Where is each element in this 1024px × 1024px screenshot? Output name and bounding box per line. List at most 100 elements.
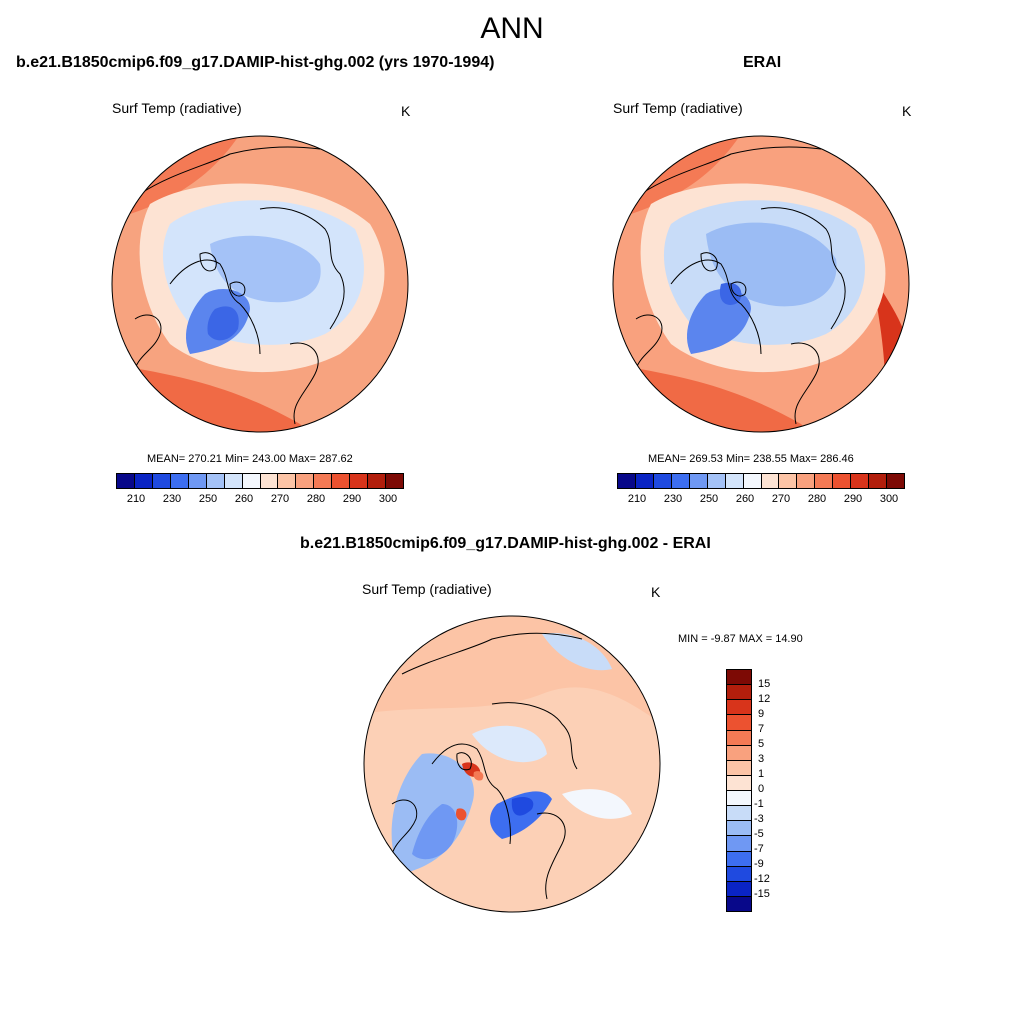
tick-label: 230	[663, 493, 683, 505]
variable-label-diff: Surf Temp (radiative)	[362, 581, 492, 597]
colorbar-swatch	[260, 474, 279, 488]
polar-map-obs	[612, 135, 910, 433]
polar-map-model	[111, 135, 409, 433]
units-label-model: K	[401, 103, 411, 119]
tick-label: 260	[735, 493, 755, 505]
variable-label-model: Surf Temp (radiative)	[112, 100, 242, 116]
panel-title-obs: ERAI	[743, 54, 782, 71]
tick-label: 290	[342, 493, 362, 505]
colorbar-swatch	[278, 474, 297, 488]
colorbar-ticks-diff: 15 12 9 7 5 3 1 0 -1 -3 -5 -7 -9 -12 -15	[754, 669, 798, 910]
tick-label: 210	[126, 493, 146, 505]
colorbar-swatch	[727, 745, 751, 761]
panel-title-diff: b.e21.B1850cmip6.f09_g17.DAMIP-hist-ghg.…	[300, 535, 711, 552]
colorbar-swatch	[727, 806, 751, 822]
colorbar-swatch	[761, 474, 780, 488]
colorbar-swatch	[117, 474, 135, 488]
colorbar-swatch	[833, 474, 852, 488]
colorbar-swatch	[134, 474, 153, 488]
colorbar-swatch	[725, 474, 744, 488]
colorbar-swatch	[707, 474, 726, 488]
tick-label: -7	[754, 843, 764, 855]
tick-label: 290	[843, 493, 863, 505]
colorbar-obs	[617, 473, 905, 489]
colorbar-swatch	[727, 896, 751, 911]
colorbar-swatch	[206, 474, 225, 488]
colorbar-swatch	[727, 791, 751, 807]
tick-label: 250	[198, 493, 218, 505]
tick-label: 230	[162, 493, 182, 505]
tick-label: 280	[306, 493, 326, 505]
tick-label: -5	[754, 828, 764, 840]
variable-label-obs: Surf Temp (radiative)	[613, 100, 743, 116]
colorbar-swatch	[727, 700, 751, 716]
panel-title-model: b.e21.B1850cmip6.f09_g17.DAMIP-hist-ghg.…	[16, 54, 495, 71]
tick-label: 210	[627, 493, 647, 505]
colorbar-swatch	[727, 730, 751, 746]
units-label-obs: K	[902, 103, 912, 119]
tick-label: 5	[758, 738, 765, 750]
colorbar-swatch	[815, 474, 834, 488]
colorbar-swatch	[296, 474, 315, 488]
page-title: ANN	[480, 12, 544, 45]
colorbar-swatch	[314, 474, 333, 488]
tick-label: -9	[754, 858, 764, 870]
tick-label: -15	[754, 888, 770, 900]
colorbar-swatch	[743, 474, 762, 488]
tick-label: 300	[879, 493, 899, 505]
colorbar-swatch	[869, 474, 888, 488]
colorbar-swatch	[727, 821, 751, 837]
tick-label: 15	[758, 678, 771, 690]
colorbar-swatch	[727, 775, 751, 791]
colorbar-ticks-obs: 210 230 250 260 270 280 290 300	[617, 493, 905, 507]
polar-map-diff	[363, 615, 661, 913]
colorbar-swatch	[689, 474, 708, 488]
tick-label: -1	[754, 798, 764, 810]
units-label-diff: K	[651, 584, 661, 600]
colorbar-diff	[726, 669, 752, 912]
tick-label: 0	[758, 783, 765, 795]
colorbar-swatch	[386, 474, 403, 488]
colorbar-swatch	[635, 474, 654, 488]
tick-label: 270	[771, 493, 791, 505]
colorbar-swatch	[671, 474, 690, 488]
colorbar-swatch	[170, 474, 189, 488]
colorbar-swatch	[152, 474, 171, 488]
colorbar-swatch	[727, 670, 751, 686]
colorbar-swatch	[242, 474, 261, 488]
tick-label: 7	[758, 723, 765, 735]
colorbar-swatch	[851, 474, 870, 488]
colorbar-swatch	[332, 474, 351, 488]
colorbar-model	[116, 473, 404, 489]
colorbar-swatch	[350, 474, 369, 488]
colorbar-swatch	[618, 474, 636, 488]
colorbar-swatch	[887, 474, 904, 488]
colorbar-swatch	[779, 474, 798, 488]
tick-label: 3	[758, 753, 765, 765]
tick-label: 260	[234, 493, 254, 505]
tick-label: 250	[699, 493, 719, 505]
colorbar-swatch	[368, 474, 387, 488]
tick-label: -3	[754, 813, 764, 825]
colorbar-swatch	[727, 685, 751, 701]
colorbar-swatch	[727, 760, 751, 776]
tick-label: 300	[378, 493, 398, 505]
tick-label: 12	[758, 693, 771, 705]
colorbar-swatch	[653, 474, 672, 488]
stats-diff: MIN = -9.87 MAX = 14.90	[678, 633, 803, 645]
stats-model: MEAN= 270.21 Min= 243.00 Max= 287.62	[147, 453, 353, 465]
tick-label: 9	[758, 708, 765, 720]
colorbar-swatch	[727, 881, 751, 897]
colorbar-swatch	[224, 474, 243, 488]
colorbar-swatch	[727, 851, 751, 867]
tick-label: 280	[807, 493, 827, 505]
colorbar-swatch	[797, 474, 816, 488]
colorbar-ticks-model: 210 230 250 260 270 280 290 300	[116, 493, 404, 507]
tick-label: 270	[270, 493, 290, 505]
colorbar-swatch	[727, 715, 751, 731]
colorbar-swatch	[188, 474, 207, 488]
stats-obs: MEAN= 269.53 Min= 238.55 Max= 286.46	[648, 453, 854, 465]
colorbar-swatch	[727, 866, 751, 882]
colorbar-swatch	[727, 836, 751, 852]
tick-label: -12	[754, 873, 770, 885]
